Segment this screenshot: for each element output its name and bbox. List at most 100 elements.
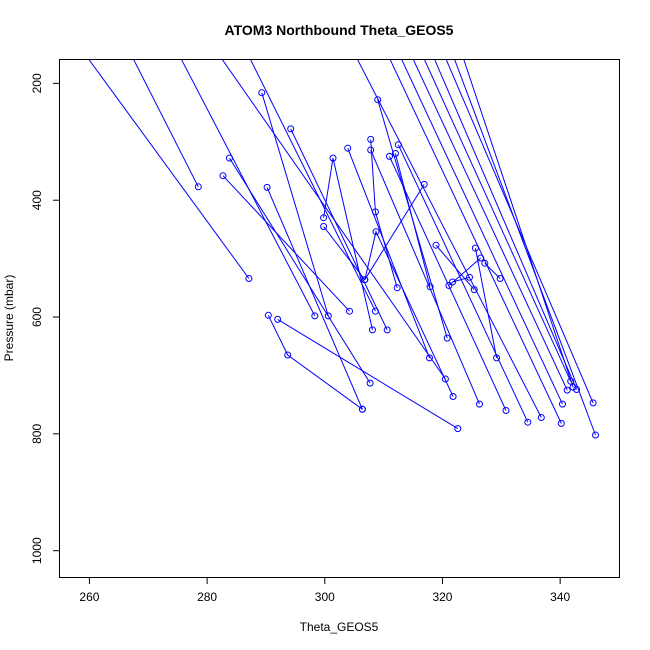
- series-line-34: [454, 60, 596, 436]
- data-point-9-2: [358, 405, 366, 413]
- series-line-7: [222, 175, 350, 312]
- data-point-6-0: [226, 154, 233, 162]
- data-point-22-1: [470, 286, 478, 294]
- data-point-26-1: [496, 275, 504, 282]
- data-point-12-1: [329, 154, 337, 162]
- data-point-10-0: [287, 125, 295, 133]
- data-point-27-1: [537, 414, 545, 421]
- x-tick-label-280: 280: [197, 590, 217, 604]
- axes: 260 280 300 320 340 200 400 600 800 1000: [30, 73, 570, 604]
- data-point-20-0: [394, 141, 402, 149]
- series-line-10: [290, 128, 388, 331]
- series-line-29: [401, 60, 563, 405]
- data-point-11-0: [274, 315, 282, 323]
- series-line-6: [229, 157, 371, 384]
- data-point-17-1: [476, 400, 483, 408]
- series-line-35: [463, 60, 574, 388]
- data-point-21-0: [391, 150, 399, 157]
- series-line-9: [267, 315, 363, 410]
- plot-points: [194, 89, 599, 439]
- data-point-8-0: [263, 183, 271, 191]
- data-point-20-1: [524, 418, 532, 426]
- series-line-5: [261, 92, 329, 317]
- series-line-21: [394, 153, 431, 287]
- data-point-35-1: [569, 383, 577, 391]
- data-point-32-1: [573, 386, 581, 393]
- series-line-1: [133, 60, 199, 188]
- series-line-33: [445, 60, 594, 404]
- series-line-3: [221, 60, 446, 380]
- data-point-18-1: [443, 334, 451, 342]
- data-point-9-1: [284, 351, 292, 359]
- series-line-4: [250, 60, 376, 312]
- data-point-6-1: [366, 379, 374, 387]
- series-line-15: [364, 230, 454, 397]
- series-line-27: [357, 60, 542, 418]
- data-point-16-0: [367, 135, 375, 143]
- data-point-24-0: [445, 282, 453, 289]
- series-line-28: [389, 60, 562, 424]
- y-axis-label: Pressure (mbar): [2, 275, 16, 362]
- data-point-14-1: [426, 354, 433, 362]
- plot-lines: [88, 60, 596, 436]
- y-tick-label-400: 400: [30, 190, 44, 210]
- series-line-11: [277, 318, 459, 430]
- series-line-24: [448, 257, 482, 286]
- series-line-12: [323, 157, 373, 331]
- series-line-20: [397, 144, 529, 423]
- x-tick-label-260: 260: [79, 590, 99, 604]
- data-point-23-1: [466, 273, 473, 281]
- y-tick-label-1000: 1000: [30, 537, 44, 564]
- series-line-2: [181, 60, 316, 317]
- series-line-14: [347, 148, 430, 359]
- data-point-29-1: [559, 400, 566, 408]
- x-tick-label-320: 320: [432, 590, 452, 604]
- series-line-8: [266, 187, 363, 410]
- data-point-28-1: [557, 419, 565, 427]
- data-point-13-2: [420, 180, 428, 188]
- data-point-30-1: [563, 386, 571, 394]
- data-point-4-1: [371, 307, 379, 315]
- data-point-5-0: [258, 89, 266, 97]
- x-tick-label-300: 300: [315, 590, 335, 604]
- series-line-25: [474, 248, 498, 358]
- y-tick-label-800: 800: [30, 424, 44, 444]
- data-point-16-2: [393, 284, 401, 292]
- y-tick-label-200: 200: [30, 73, 44, 93]
- x-axis-label: Theta_GEOS5: [300, 620, 379, 634]
- data-point-21-1: [426, 283, 434, 291]
- data-point-12-2: [369, 326, 376, 334]
- series-line-22: [435, 244, 475, 290]
- data-point-26-0: [481, 259, 489, 267]
- data-point-2-1: [311, 312, 319, 320]
- data-point-25-1: [493, 354, 501, 362]
- data-point-15-2: [449, 393, 457, 400]
- chart-title: ATOM3 Northbound Theta_GEOS5: [225, 22, 454, 38]
- data-point-16-1: [371, 208, 379, 216]
- data-point-10-1: [383, 326, 391, 334]
- data-point-18-0: [374, 96, 382, 104]
- data-point-15-0: [361, 276, 369, 284]
- data-point-24-1: [477, 254, 485, 262]
- data-point-11-1: [454, 425, 462, 433]
- data-point-9-0: [264, 311, 272, 319]
- data-point-19-0: [386, 152, 393, 160]
- data-point-7-1: [346, 307, 353, 315]
- data-point-22-0: [432, 241, 440, 249]
- series-line-19: [389, 156, 507, 411]
- series-line-30: [412, 60, 568, 391]
- data-point-12-0: [320, 214, 328, 222]
- data-point-23-0: [449, 278, 456, 286]
- data-point-13-0: [320, 223, 328, 230]
- data-point-17-0: [367, 146, 375, 154]
- data-point-25-0: [471, 244, 479, 252]
- series-line-0: [88, 60, 250, 279]
- data-point-19-1: [502, 407, 510, 414]
- data-point-14-0: [344, 144, 352, 152]
- data-point-0-1: [245, 275, 253, 282]
- data-point-34-1: [592, 431, 599, 439]
- data-point-33-1: [589, 399, 597, 407]
- y-tick-label-600: 600: [30, 307, 44, 327]
- series-line-32: [434, 60, 578, 390]
